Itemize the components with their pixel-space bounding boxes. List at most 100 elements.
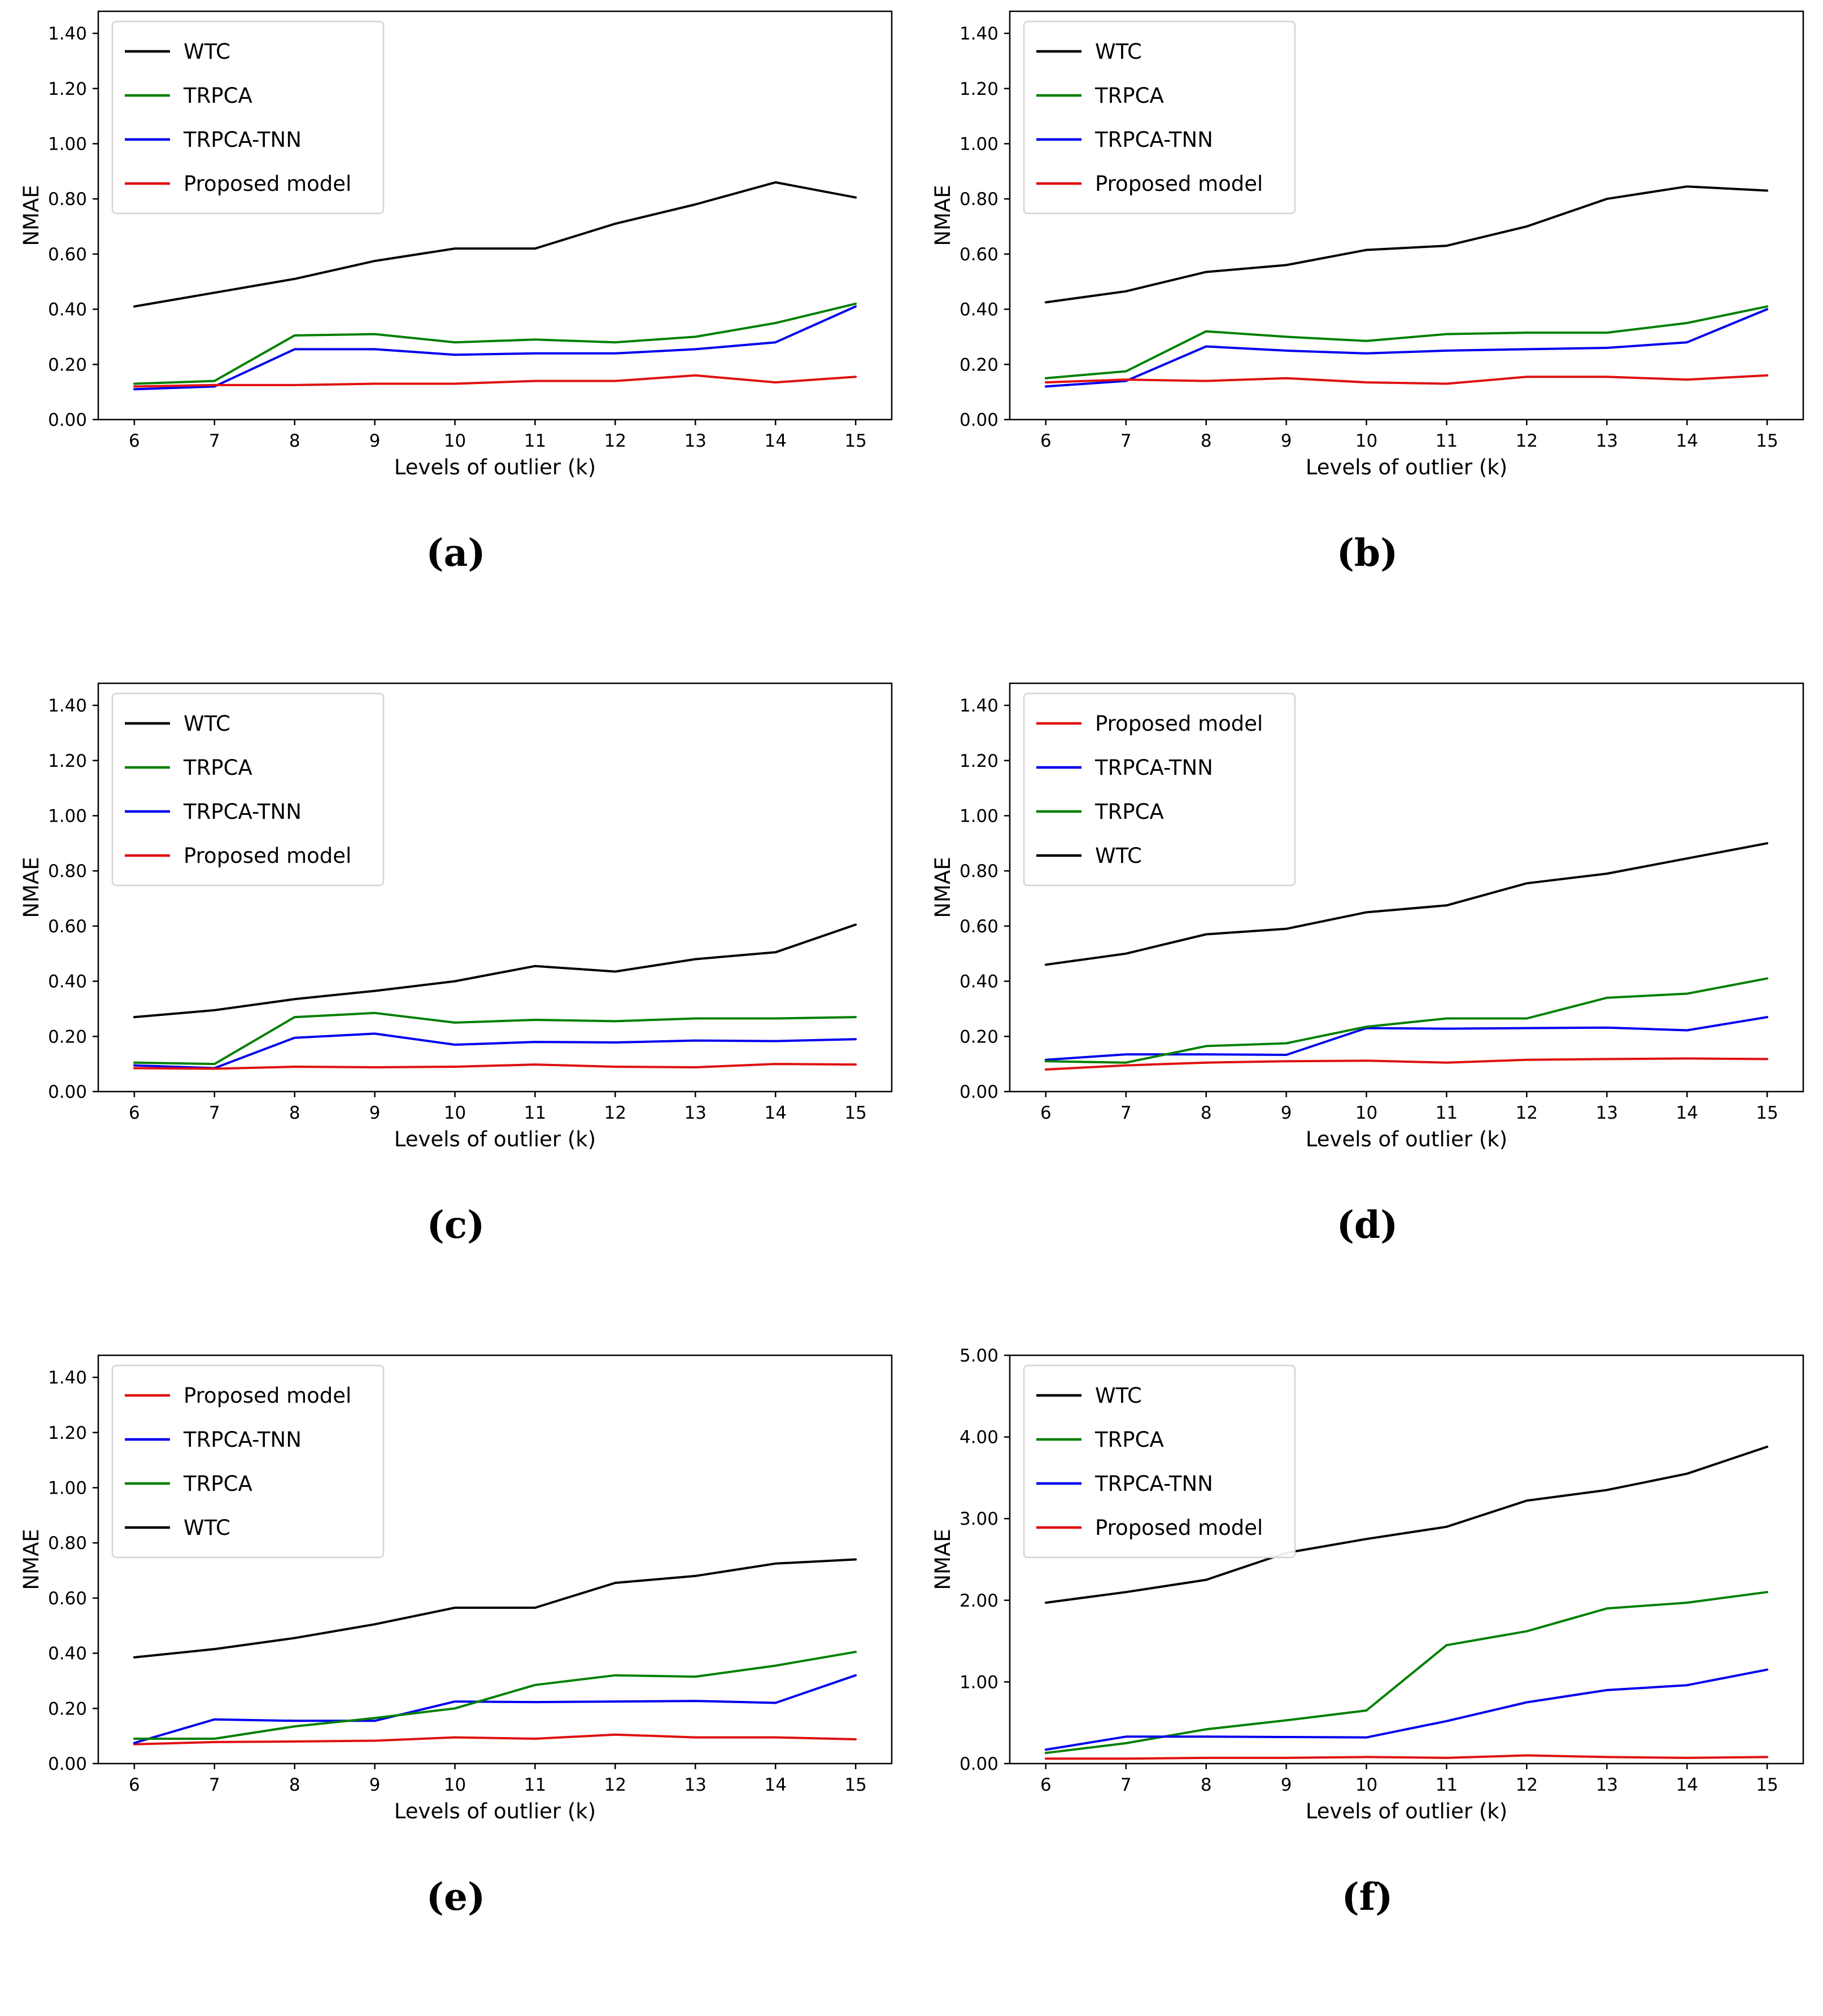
series-line-trpca bbox=[1044, 305, 1769, 379]
x-tick-label: 9 bbox=[369, 431, 381, 451]
legend-label: TRPCA bbox=[1094, 800, 1164, 824]
y-tick-label: 0.20 bbox=[48, 355, 87, 375]
x-tick-label: 11 bbox=[524, 431, 546, 451]
x-tick-label: 10 bbox=[444, 1103, 466, 1123]
y-tick-label: 0.60 bbox=[48, 245, 87, 265]
y-tick-label: 0.00 bbox=[48, 410, 87, 430]
legend-label: Proposed model bbox=[184, 172, 351, 196]
chart-e: 6 7 8 9 10 11 12 13 14 15 0.00 0.20 0.40 0.60 0.80 1.00… bbox=[19, 1354, 893, 1823]
legend: WTC TRPCA TRPCA-TNN Proposed model bbox=[1023, 20, 1296, 215]
y-axis-label: NMAE bbox=[19, 857, 43, 918]
x-tick-label: 8 bbox=[1201, 1775, 1212, 1795]
x-tick-label: 14 bbox=[764, 1103, 786, 1123]
y-tick-label: 0.80 bbox=[960, 189, 998, 210]
x-tick-label: 6 bbox=[129, 1103, 140, 1123]
y-tick-label: 0.80 bbox=[960, 861, 998, 882]
series-lines bbox=[1044, 842, 1769, 1071]
axes: 6 7 8 9 10 11 12 13 14 15 0.00 0.20 0.40 0.60 0.80 1.00… bbox=[19, 24, 867, 479]
x-axis-label: Levels of outlier (k) bbox=[394, 1799, 596, 1823]
legend-box bbox=[1023, 1364, 1296, 1559]
legend-label: WTC bbox=[1095, 40, 1142, 64]
legend-label: WTC bbox=[184, 1516, 230, 1540]
y-tick-label: 1.20 bbox=[48, 751, 87, 771]
legend: Proposed model TRPCA-TNN TRPCA WTC bbox=[111, 1364, 385, 1559]
x-tick-label: 9 bbox=[1281, 1775, 1292, 1795]
plot-border bbox=[97, 10, 893, 421]
legend: WTC TRPCA TRPCA-TNN Proposed model bbox=[111, 20, 385, 215]
y-tick-label: 4.00 bbox=[960, 1428, 998, 1448]
series-line-proposed-model bbox=[133, 1733, 857, 1746]
y-tick-label: 1.40 bbox=[48, 1368, 87, 1388]
x-tick-label: 10 bbox=[1355, 431, 1377, 451]
legend-label: Proposed model bbox=[184, 844, 351, 868]
x-tick-label: 13 bbox=[1596, 1103, 1618, 1123]
legend-label: Proposed model bbox=[1095, 1516, 1263, 1540]
y-tick-label: 0.40 bbox=[48, 972, 87, 992]
x-axis-label: Levels of outlier (k) bbox=[1306, 1799, 1507, 1823]
series-line-trpca-tnn bbox=[133, 305, 857, 391]
x-tick-label: 10 bbox=[444, 1775, 466, 1795]
x-tick-label: 13 bbox=[1596, 1775, 1618, 1795]
y-tick-label: 1.40 bbox=[960, 24, 998, 44]
y-tick-label: 1.20 bbox=[960, 751, 998, 771]
plot-border bbox=[1009, 1354, 1804, 1765]
y-tick-label: 0.00 bbox=[960, 410, 998, 430]
chart-d: 6 7 8 9 10 11 12 13 14 15 0.00 0.20 0.40 0.60 0.80 1.00… bbox=[931, 682, 1804, 1151]
x-tick-label: 12 bbox=[1516, 431, 1538, 451]
series-line-wtc bbox=[133, 181, 857, 308]
y-tick-label: 1.00 bbox=[960, 806, 998, 826]
x-axis-label: Levels of outlier (k) bbox=[1306, 1127, 1507, 1151]
series-line-wtc bbox=[1044, 185, 1769, 304]
x-tick-label: 12 bbox=[604, 431, 626, 451]
x-tick-label: 8 bbox=[1201, 1103, 1212, 1123]
y-tick-label: 1.20 bbox=[48, 79, 87, 99]
y-tick-label: 0.60 bbox=[48, 1589, 87, 1609]
x-tick-label: 8 bbox=[289, 1775, 300, 1795]
x-tick-label: 14 bbox=[764, 431, 786, 451]
x-tick-label: 15 bbox=[1756, 431, 1778, 451]
series-lines bbox=[1044, 1446, 1769, 1760]
x-tick-label: 12 bbox=[604, 1103, 626, 1123]
x-tick-label: 6 bbox=[1040, 1775, 1052, 1795]
y-tick-label: 0.40 bbox=[960, 972, 998, 992]
series-line-wtc bbox=[133, 1558, 857, 1659]
y-axis-label: NMAE bbox=[931, 185, 955, 246]
axes: 6 7 8 9 10 11 12 13 14 15 0.00 0.20 0.40 0.60 0.80 1.00… bbox=[19, 1368, 867, 1823]
y-tick-label: 0.80 bbox=[48, 189, 87, 210]
x-tick-label: 15 bbox=[844, 431, 866, 451]
series-line-wtc bbox=[133, 923, 857, 1019]
x-tick-label: 11 bbox=[524, 1103, 546, 1123]
y-tick-label: 0.00 bbox=[48, 1082, 87, 1102]
legend-box bbox=[1023, 20, 1296, 215]
axes: 6 7 8 9 10 11 12 13 14 15 0.00 0.20 0.40 0.60 0.80 1.00… bbox=[931, 696, 1778, 1151]
x-tick-label: 14 bbox=[1676, 1103, 1698, 1123]
x-tick-label: 7 bbox=[209, 1775, 220, 1795]
x-tick-label: 11 bbox=[1436, 1775, 1458, 1795]
plot-border bbox=[97, 682, 893, 1093]
legend-box bbox=[111, 20, 385, 215]
legend-label: WTC bbox=[1095, 1384, 1142, 1408]
caption-f: (f) bbox=[1341, 1875, 1393, 1919]
x-tick-label: 12 bbox=[1516, 1775, 1538, 1795]
panel-c: 6 7 8 9 10 11 12 13 14 15 0.00 0.20 0.40 0.60 0.80 1.00… bbox=[0, 672, 912, 1344]
y-axis-label: NMAE bbox=[931, 1529, 955, 1590]
x-tick-label: 13 bbox=[684, 1103, 706, 1123]
x-tick-label: 6 bbox=[129, 431, 140, 451]
y-tick-label: 0.00 bbox=[48, 1754, 87, 1774]
legend-label: TRPCA bbox=[183, 84, 252, 108]
legend-label: TRPCA-TNN bbox=[1094, 756, 1213, 780]
x-tick-label: 11 bbox=[1436, 431, 1458, 451]
caption-a: (a) bbox=[426, 531, 486, 575]
series-line-trpca-tnn bbox=[1044, 1668, 1769, 1751]
legend-label: WTC bbox=[1095, 844, 1142, 868]
y-axis-label: NMAE bbox=[931, 857, 955, 918]
y-tick-label: 1.00 bbox=[48, 134, 87, 154]
y-tick-label: 0.60 bbox=[960, 245, 998, 265]
x-tick-label: 7 bbox=[1120, 1775, 1132, 1795]
legend-label: WTC bbox=[184, 40, 230, 64]
series-line-proposed-model bbox=[133, 374, 857, 388]
chart-a: 6 7 8 9 10 11 12 13 14 15 0.00 0.20 0.40 0.60 0.80 1.00… bbox=[19, 10, 893, 479]
plot-border bbox=[97, 1354, 893, 1765]
series-line-proposed-model bbox=[1044, 1754, 1769, 1760]
